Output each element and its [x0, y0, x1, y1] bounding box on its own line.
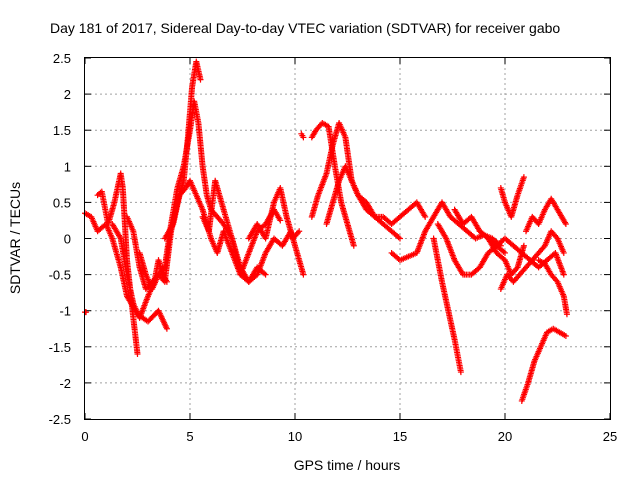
x-axis-ticks: 0 5 10 15 20 25	[81, 58, 617, 444]
y-axis-ticks: -2.5 -2 -1.5 -1 -0.5 0 0.5 1 1.5 2 2.5	[49, 51, 610, 427]
data-point	[560, 249, 567, 256]
data-point	[397, 235, 403, 242]
data-point	[562, 221, 569, 228]
data-point	[300, 271, 307, 278]
y-tick-label: 2	[64, 87, 71, 102]
series-sat-u	[497, 228, 567, 293]
y-tick-label: 0.5	[53, 195, 71, 210]
x-tick-label: 5	[186, 429, 193, 444]
x-axis-title: GPS time / hours	[294, 457, 401, 473]
data-point	[134, 351, 141, 358]
data-point	[520, 242, 527, 249]
x-tick-label: 15	[393, 429, 407, 444]
data-point	[350, 242, 357, 249]
series-sat-k	[298, 130, 307, 141]
chart-title: Day 181 of 2017, Sidereal Day-to-day VTE…	[50, 20, 560, 36]
series-sat-p	[430, 235, 464, 376]
data-point	[300, 134, 307, 141]
data-point	[83, 309, 90, 316]
series-sat-t	[497, 174, 527, 220]
data-point	[296, 228, 303, 235]
series-sat-q	[434, 221, 508, 278]
data-point	[277, 217, 284, 224]
y-tick-label: -1	[59, 304, 71, 319]
y-tick-label: -2.5	[49, 412, 71, 427]
data-point	[422, 213, 429, 220]
series-sat-d	[109, 221, 170, 321]
data-point	[520, 174, 527, 181]
data-point	[563, 311, 570, 318]
data-point	[163, 325, 170, 332]
series-sat-b	[82, 309, 90, 316]
x-tick-label: 25	[603, 429, 617, 444]
series-sat-s	[476, 228, 567, 278]
series-sat-w	[523, 195, 569, 235]
series-sat-n	[323, 163, 429, 228]
series-sat-j	[245, 184, 303, 242]
y-tick-label: 2.5	[53, 51, 71, 66]
data-point	[262, 271, 269, 278]
y-tick-label: -0.5	[49, 268, 71, 283]
y-axis-title: SDTVAR / TECUs	[7, 182, 23, 294]
y-tick-label: 1.5	[53, 123, 71, 138]
data-point	[197, 76, 204, 83]
series-sat-e	[124, 98, 227, 293]
series-sat-v	[518, 325, 569, 404]
series-sat-a	[82, 210, 170, 332]
data-points	[82, 58, 570, 404]
y-tick-label: 0	[64, 232, 71, 247]
series-sat-i	[220, 221, 307, 285]
data-point	[457, 369, 464, 376]
data-point	[560, 271, 567, 278]
x-tick-label: 10	[288, 429, 302, 444]
y-tick-label: -1.5	[49, 340, 71, 355]
series-sat-m	[308, 119, 357, 249]
plot-frame	[84, 57, 611, 420]
data-point	[502, 249, 508, 256]
x-tick-label: 20	[498, 429, 512, 444]
series-sat-x	[535, 257, 570, 318]
x-tick-label: 0	[81, 429, 88, 444]
data-point	[562, 332, 569, 339]
y-tick-label: 1	[64, 159, 71, 174]
y-tick-label: -2	[59, 376, 71, 391]
